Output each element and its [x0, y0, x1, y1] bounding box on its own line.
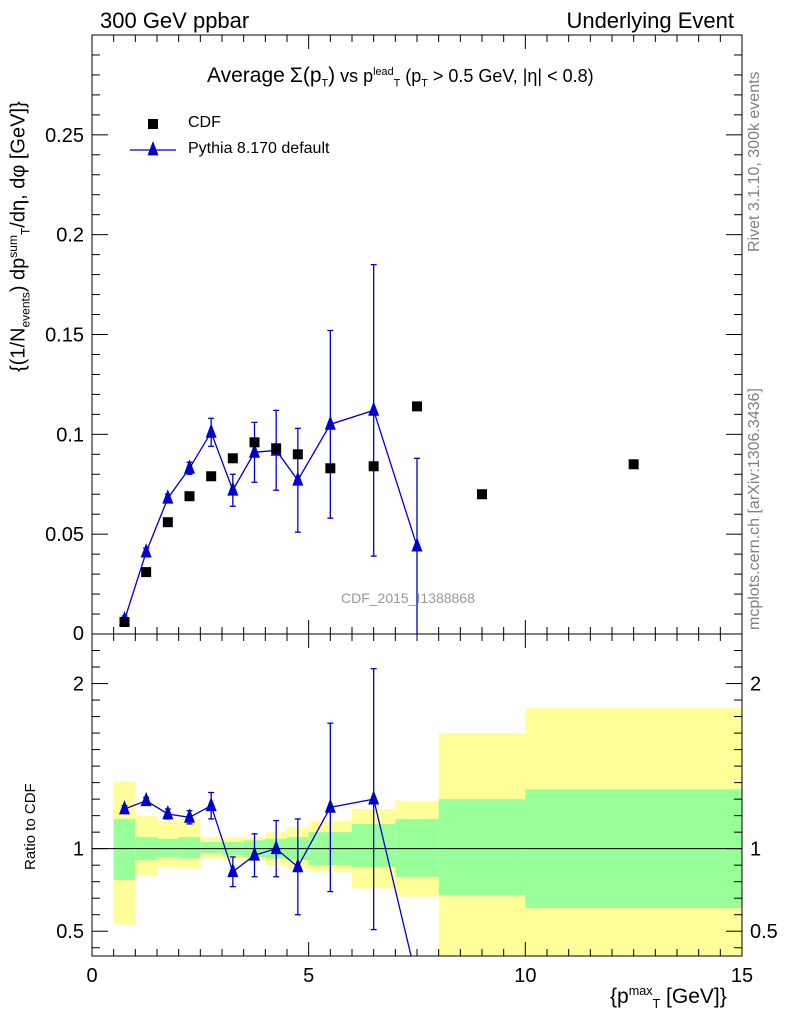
y-tick-label: 0.15 — [45, 325, 84, 347]
ratio-band-inner — [157, 838, 179, 857]
pythia-point — [324, 415, 336, 430]
cdf-point — [271, 443, 282, 454]
ratio-band-inner — [438, 799, 526, 895]
cdf-point — [206, 471, 217, 482]
cdf-point — [368, 461, 379, 472]
legend-marker-cdf — [148, 119, 158, 129]
x-tick-label: 10 — [514, 965, 536, 987]
cdf-point — [325, 463, 336, 474]
ratio-pythia-point — [249, 846, 260, 861]
ratio-y-tick-label: 2 — [73, 674, 84, 696]
ratio-band-inner — [395, 818, 439, 877]
cdf-point — [227, 453, 238, 464]
cdf-point — [477, 489, 487, 500]
ratio-y-tick-label: 0.5 — [56, 921, 84, 943]
pythia-point — [292, 471, 304, 486]
pythia-point — [249, 443, 260, 458]
legend-marker-pythia — [147, 141, 159, 156]
ratio-y-tick-label: 1 — [73, 839, 84, 861]
cdf-point — [184, 491, 195, 502]
energy-label: 300 GeV ppbar — [100, 8, 250, 33]
x-axis-label: {pmaxT [GeV]} — [610, 984, 727, 1012]
pythia-point — [205, 423, 217, 438]
ratio-pythia-point — [270, 839, 282, 855]
cdf-point — [628, 459, 639, 470]
pythia-point — [162, 489, 174, 504]
y-tick-label: 0.05 — [45, 524, 84, 546]
ratio-band-inner — [113, 818, 136, 881]
pythia-series-line — [123, 409, 418, 621]
ratio-pythia-point — [184, 808, 195, 823]
ratio-pythia-point — [119, 800, 130, 815]
cdf-point — [292, 449, 303, 460]
ratio-pythia-point — [162, 804, 174, 820]
legend-label-pythia: Pythia 8.170 default — [188, 140, 330, 157]
x-tick-label: 5 — [303, 965, 314, 987]
analysis-label: Underlying Event — [566, 8, 734, 33]
source-label: mcplots.cern.ch [arXiv:1306.3436] — [746, 388, 763, 630]
cdf-point — [249, 437, 260, 448]
ratio-pythia-point — [368, 790, 380, 805]
ratio-pythia-point — [324, 798, 336, 813]
y-tick-label: 0 — [73, 623, 84, 645]
plot-title: Average Σ(pT) vs pleadT (pT > 0.5 GeV, |… — [207, 64, 594, 90]
ratio-y-tick-label: 1 — [750, 839, 761, 861]
ratio-y-tick-label: 0.5 — [750, 921, 778, 943]
ratio-pythia-point — [292, 857, 304, 873]
ratio-pythia-point — [205, 796, 217, 812]
cdf-point — [412, 401, 422, 412]
cdf-point — [162, 517, 173, 528]
ratio-pythia-point — [227, 862, 239, 878]
ratio-pythia-point — [140, 791, 152, 807]
pythia-point — [368, 401, 380, 416]
cdf-point — [119, 617, 130, 628]
ratio-band-inner — [200, 842, 222, 854]
ratio-y-tick-label: 2 — [750, 674, 761, 696]
y-axis-label-ratio: Ratio to CDF — [22, 783, 39, 870]
rivet-label: Rivet 3.1.10, 300k events — [746, 71, 763, 252]
y-tick-label: 0.1 — [56, 424, 84, 446]
y-tick-label: 0.25 — [45, 125, 84, 147]
analysis-watermark: CDF_2015_I1388868 — [341, 590, 475, 606]
ratio-band-inner — [178, 837, 201, 859]
pythia-point — [411, 537, 423, 552]
x-tick-label: 15 — [731, 965, 753, 987]
pythia-point — [184, 459, 195, 474]
cdf-point — [141, 567, 152, 578]
pythia-point — [140, 543, 152, 558]
y-axis-label-main: {(1/Nevents) dpsumT/dη, dφ [GeV]} — [6, 101, 33, 372]
ratio-pythia-line — [124, 798, 412, 956]
x-tick-label: 0 — [86, 965, 97, 987]
y-tick-label: 0.2 — [56, 225, 84, 247]
pythia-point — [227, 481, 239, 496]
legend-label-cdf: CDF — [188, 114, 221, 131]
